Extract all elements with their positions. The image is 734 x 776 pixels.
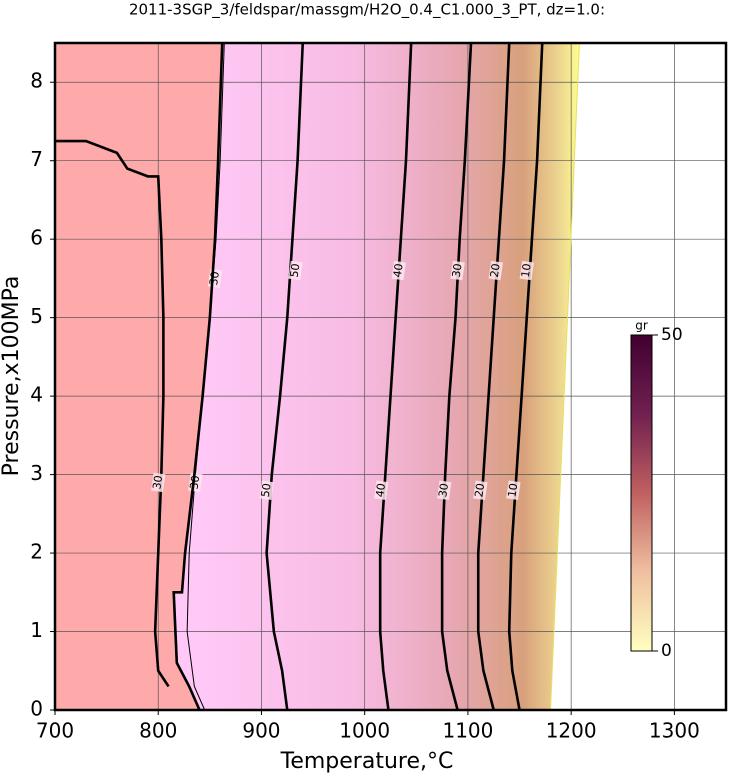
y-tick-label: 2	[30, 540, 43, 564]
label-background	[374, 480, 389, 501]
contour-label: 40	[373, 480, 389, 501]
contour-label: 10	[519, 260, 534, 281]
y-tick-label: 5	[30, 304, 43, 328]
contour-line	[476, 42, 511, 711]
contour-label-text: 40	[373, 482, 388, 498]
contour-label-text: 20	[488, 263, 503, 279]
x-tick-label: 1200	[546, 719, 597, 743]
label-background	[506, 480, 521, 501]
y-tick-label: 8	[30, 69, 43, 93]
contour-label: 50	[288, 260, 303, 281]
colorbar-tick-label: 0	[661, 641, 672, 661]
x-tick-label: 1300	[649, 719, 700, 743]
contour-label: 20	[472, 480, 488, 501]
x-tick-label: 700	[36, 719, 74, 743]
contour-label-text: 30	[450, 263, 465, 279]
contour-label-text: 50	[288, 263, 303, 279]
contour-label-text: 30	[436, 482, 451, 498]
chart-title: 2011-3SGP_3/feldspar/massgm/H2O_0.4_C1.0…	[129, 1, 605, 20]
y-tick-label: 0	[30, 697, 43, 721]
contour-line	[55, 139, 170, 688]
colorbar-label: gr	[635, 319, 648, 333]
y-tick-label: 3	[30, 461, 43, 485]
label-background	[288, 260, 303, 281]
label-background	[259, 480, 274, 501]
contour-label: 30	[450, 260, 465, 281]
x-tick-label: 1000	[339, 719, 390, 743]
y-axis-label: Pressure,x100MPa	[0, 276, 24, 477]
contour-label-text: 50	[259, 482, 274, 498]
x-tick-label: 900	[242, 719, 280, 743]
y-tick-label: 4	[30, 383, 43, 407]
contour-line	[172, 42, 224, 711]
contour-label-text: 10	[519, 263, 534, 279]
contour-label-text: 30	[150, 475, 165, 491]
contour-line	[507, 42, 544, 711]
label-background	[519, 260, 534, 281]
label-background	[151, 472, 166, 493]
colorbar-tick-label: 50	[661, 325, 683, 345]
contour-label-text: 40	[391, 263, 406, 279]
x-tick-label: 800	[139, 719, 177, 743]
x-tick-label: 1100	[442, 719, 493, 743]
contour-label: 30	[207, 268, 223, 289]
melt-region	[173, 43, 580, 710]
label-background	[473, 480, 488, 501]
x-axis-label: Temperature,°C	[280, 749, 454, 774]
contour-label: 10	[505, 480, 521, 501]
label-background	[488, 260, 503, 281]
contour-label-text: 30	[187, 475, 202, 491]
contour-line	[550, 42, 580, 711]
contour-label: 30	[150, 472, 166, 493]
contour-line	[265, 42, 305, 711]
contour-label: 40	[391, 260, 406, 281]
contour-line	[440, 42, 473, 711]
contour-label-text: 20	[472, 482, 487, 498]
label-background	[391, 260, 406, 281]
y-tick-label: 1	[30, 618, 43, 642]
contour-label-text: 10	[505, 482, 520, 498]
plot-frame	[53, 41, 728, 712]
contour-label-text: 30	[207, 271, 222, 287]
label-background	[450, 260, 465, 281]
contour-line	[378, 42, 413, 711]
label-background	[436, 480, 452, 501]
y-tick-label: 6	[30, 226, 43, 250]
y-tick-label: 7	[30, 147, 43, 171]
subsolidus-region	[55, 43, 223, 710]
contour-label: 50	[259, 480, 274, 501]
contour-label: 30	[436, 480, 452, 501]
colorbar	[630, 334, 653, 652]
contour-label: 20	[488, 260, 503, 281]
